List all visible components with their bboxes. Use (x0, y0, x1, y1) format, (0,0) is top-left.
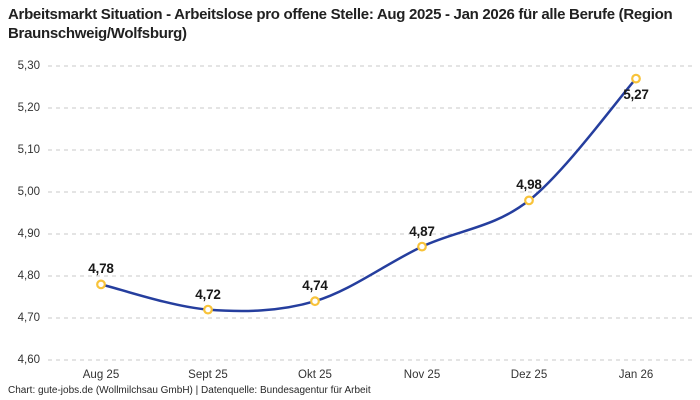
data-point-label: 4,98 (516, 177, 542, 193)
series-line (99, 77, 638, 313)
y-axis-tick-label: 4,60 (17, 354, 40, 366)
data-point-marker (310, 296, 320, 307)
data-point-marker (203, 304, 213, 315)
attribution-footer: Chart: gute-jobs.de (Wollmilchsau GmbH) … (8, 385, 371, 396)
y-axis-tick-label: 5,10 (17, 144, 40, 156)
data-point-marker (631, 73, 641, 84)
data-point-label: 4,78 (88, 261, 114, 277)
x-axis-tick-label: Jan 26 (618, 369, 654, 381)
y-axis-tick-label: 4,80 (17, 270, 40, 282)
data-point-label: 4,74 (302, 278, 328, 294)
data-point-marker (417, 241, 427, 252)
x-axis-tick-label: Aug 25 (82, 369, 120, 381)
x-axis-tick-label: Nov 25 (403, 369, 441, 381)
data-point-label: 4,72 (195, 286, 221, 302)
data-point-marker (524, 195, 534, 206)
x-axis-tick-label: Dez 25 (510, 369, 548, 381)
x-axis-tick-label: Okt 25 (298, 369, 332, 381)
x-axis-tick-label: Sept 25 (188, 369, 228, 381)
y-axis-tick-label: 5,00 (17, 186, 40, 198)
chart-title: Arbeitsmarkt Situation - Arbeitslose pro… (8, 6, 673, 43)
y-axis-tick-label: 4,90 (17, 228, 40, 240)
y-axis-tick-label: 4,70 (17, 312, 40, 324)
y-axis-tick-label: 5,30 (17, 60, 40, 72)
data-point-label: 4,87 (409, 223, 435, 239)
y-axis-tick-label: 5,20 (17, 102, 40, 114)
data-point-marker (96, 279, 106, 290)
data-point-label: 5,27 (623, 86, 649, 102)
